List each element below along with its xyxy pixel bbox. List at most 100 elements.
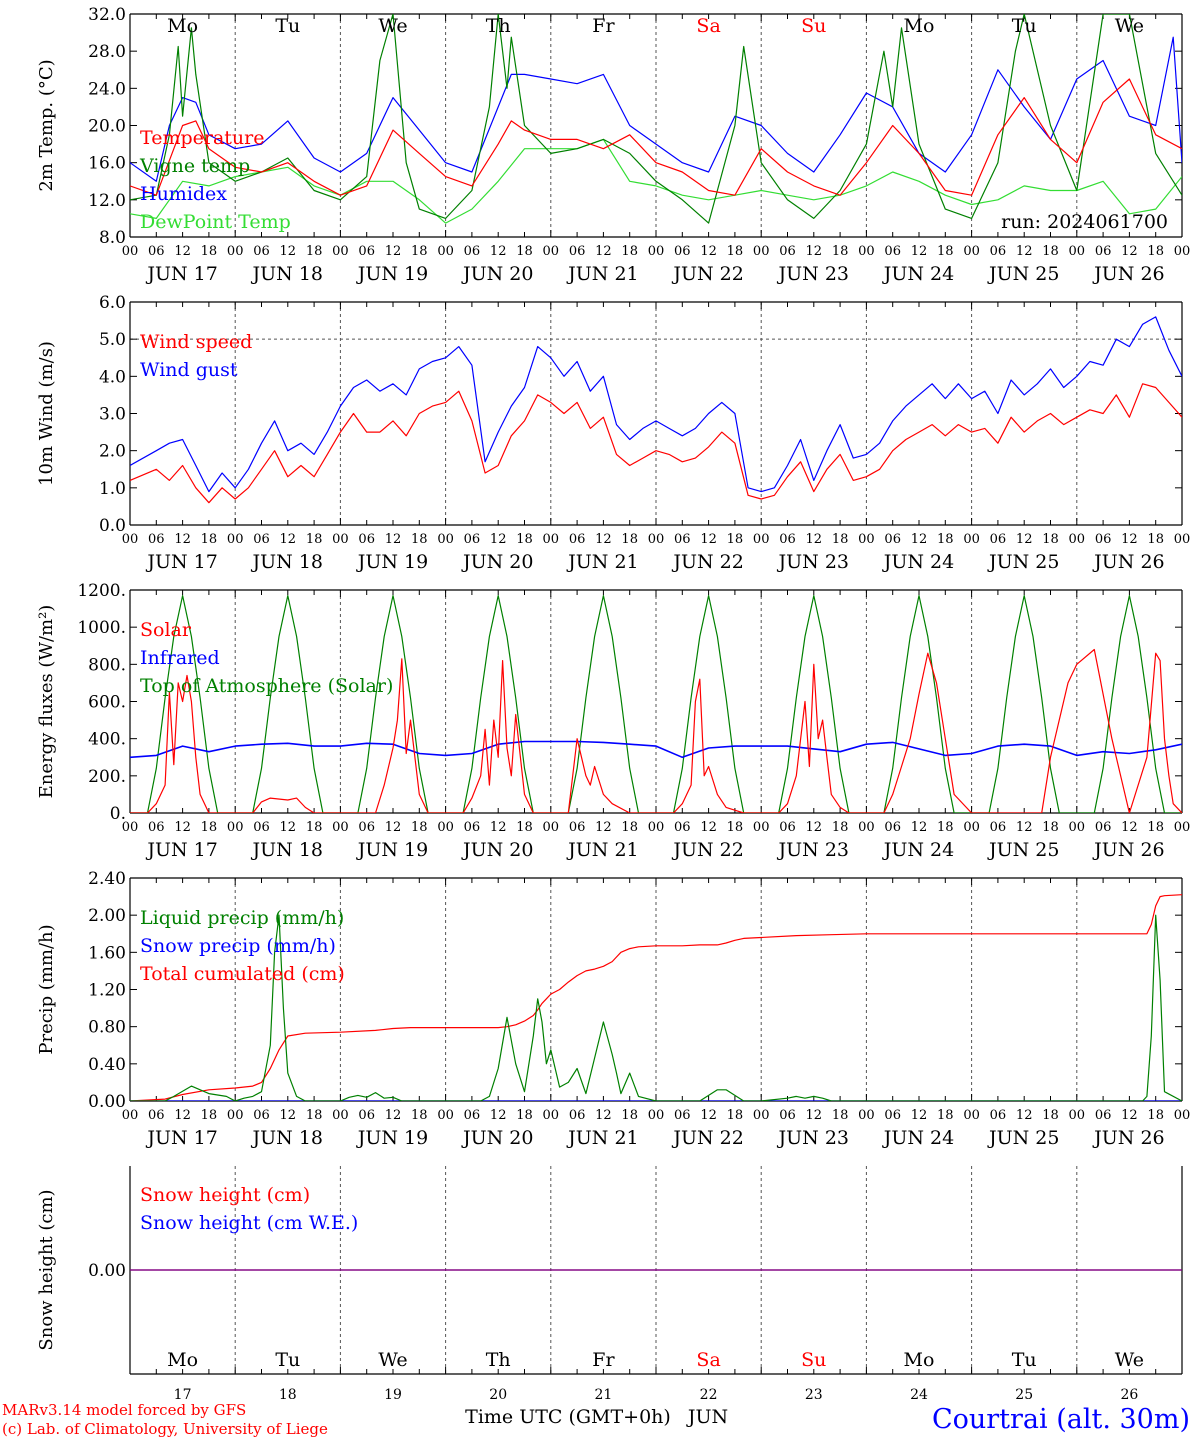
hour-tick-label: 12 (490, 532, 507, 547)
hour-tick-label: 00 (227, 820, 244, 835)
date-label: JUN 19 (356, 839, 428, 861)
series-line (130, 316, 1182, 493)
date-label: JUN 21 (566, 551, 638, 573)
hour-tick-label: 00 (122, 1108, 139, 1123)
y-tick-label: 8.0 (99, 228, 126, 248)
hour-tick-label: 12 (806, 532, 823, 547)
hour-tick-label: 00 (858, 1108, 875, 1123)
hour-tick-label: 00 (753, 532, 770, 547)
hour-tick-label: 18 (832, 1108, 849, 1123)
y-axis-label: Snow height (cm) (36, 1189, 57, 1350)
hour-tick-label: 12 (490, 820, 507, 835)
hour-tick-label: 12 (700, 1108, 717, 1123)
date-label: JUN 25 (987, 263, 1059, 285)
date-label: JUN 20 (461, 839, 533, 861)
hour-tick-label: 06 (148, 532, 165, 547)
day-number-label: 18 (279, 1387, 297, 1403)
hour-tick-label: 18 (516, 820, 533, 835)
hour-tick-label: 18 (411, 820, 428, 835)
weekday-label-top: We (378, 15, 407, 37)
y-tick-label: 3.0 (99, 405, 126, 425)
y-tick-label: 1.20 (88, 981, 126, 1001)
y-tick-label: 20.0 (88, 117, 126, 137)
hour-tick-label: 00 (332, 820, 349, 835)
hour-tick-label: 18 (832, 820, 849, 835)
weekday-label-bottom: We (378, 1349, 407, 1371)
day-number-label: 24 (910, 1387, 928, 1403)
hour-tick-label: 06 (990, 532, 1007, 547)
hour-tick-label: 12 (174, 1108, 191, 1123)
hour-tick-label: 00 (332, 244, 349, 259)
hour-tick-label: 12 (1121, 244, 1138, 259)
hour-tick-label: 12 (806, 1108, 823, 1123)
weekday-label-top: We (1115, 15, 1144, 37)
date-label: JUN 22 (671, 839, 743, 861)
hour-tick-label: 06 (464, 820, 481, 835)
hour-tick-label: 12 (595, 820, 612, 835)
hour-tick-label: 06 (464, 532, 481, 547)
hour-tick-label: 00 (1069, 532, 1086, 547)
series-line (130, 383, 1182, 504)
hour-tick-label: 12 (595, 532, 612, 547)
date-label: JUN 23 (777, 839, 849, 861)
weekday-label-top: Th (486, 15, 511, 37)
hour-tick-label: 00 (648, 820, 665, 835)
weekday-label-bottom: Mo (904, 1349, 935, 1371)
hour-tick-label: 12 (280, 1108, 297, 1123)
hour-tick-label: 06 (1095, 244, 1112, 259)
hour-tick-label: 06 (674, 244, 691, 259)
hour-tick-label: 06 (358, 532, 375, 547)
hour-tick-label: 00 (858, 532, 875, 547)
legend-entry: Total cumulated (cm) (140, 963, 345, 985)
hour-tick-label: 00 (648, 1108, 665, 1123)
hour-tick-label: 00 (1174, 1108, 1191, 1123)
hour-tick-label: 18 (306, 1108, 323, 1123)
y-tick-label: 400. (88, 730, 126, 750)
hour-tick-label: 18 (727, 532, 744, 547)
run-label: run: 2024061700 (1001, 211, 1168, 233)
series-line (130, 78, 1182, 196)
hour-tick-label: 00 (858, 244, 875, 259)
hour-tick-label: 00 (227, 532, 244, 547)
y-tick-label: 6.0 (99, 293, 126, 313)
date-label: JUN 26 (1092, 263, 1164, 285)
date-label: JUN 25 (987, 551, 1059, 573)
y-tick-label: 32.0 (88, 5, 126, 25)
weekday-label-top: Sa (696, 15, 720, 37)
hour-tick-label: 00 (753, 1108, 770, 1123)
hour-tick-label: 06 (884, 1108, 901, 1123)
hour-tick-label: 12 (700, 532, 717, 547)
hour-tick-label: 00 (543, 244, 560, 259)
y-tick-label: 0.00 (88, 1092, 126, 1112)
series-line (130, 648, 1182, 813)
hour-tick-label: 06 (884, 820, 901, 835)
hour-tick-label: 00 (1069, 1108, 1086, 1123)
panel-3: 0. 200. 400. 600. 800. 1000. 1200. Energy fluxe… (36, 581, 1190, 861)
y-tick-label: 0.00 (88, 1261, 126, 1281)
legend-entry: Infrared (140, 647, 220, 669)
hour-tick-label: 12 (911, 532, 928, 547)
hour-tick-label: 12 (806, 820, 823, 835)
hour-tick-label: 06 (569, 532, 586, 547)
panels-layer: 8.0 12.0 16.0 20.0 24.0 28.0 32.0 2m Temp. (°C)… (36, 5, 1190, 1403)
hour-tick-label: 00 (1069, 244, 1086, 259)
hour-tick-label: 12 (280, 244, 297, 259)
hour-tick-label: 06 (569, 1108, 586, 1123)
hour-tick-label: 12 (806, 244, 823, 259)
legend-entry: Wind speed (140, 331, 252, 353)
hour-tick-label: 18 (621, 532, 638, 547)
date-label: JUN 17 (145, 551, 217, 573)
y-tick-label: 1200. (77, 581, 126, 601)
hour-tick-label: 06 (569, 244, 586, 259)
hour-tick-label: 12 (490, 1108, 507, 1123)
hour-tick-label: 06 (779, 244, 796, 259)
date-label: JUN 21 (566, 1127, 638, 1149)
date-label: JUN 24 (882, 551, 954, 573)
hour-tick-label: 06 (674, 820, 691, 835)
day-number-label: 17 (174, 1387, 192, 1403)
hour-tick-label: 06 (464, 1108, 481, 1123)
y-tick-label: 12.0 (88, 191, 126, 211)
hour-tick-label: 12 (174, 820, 191, 835)
legend-entry: Snow height (cm) (140, 1184, 310, 1206)
